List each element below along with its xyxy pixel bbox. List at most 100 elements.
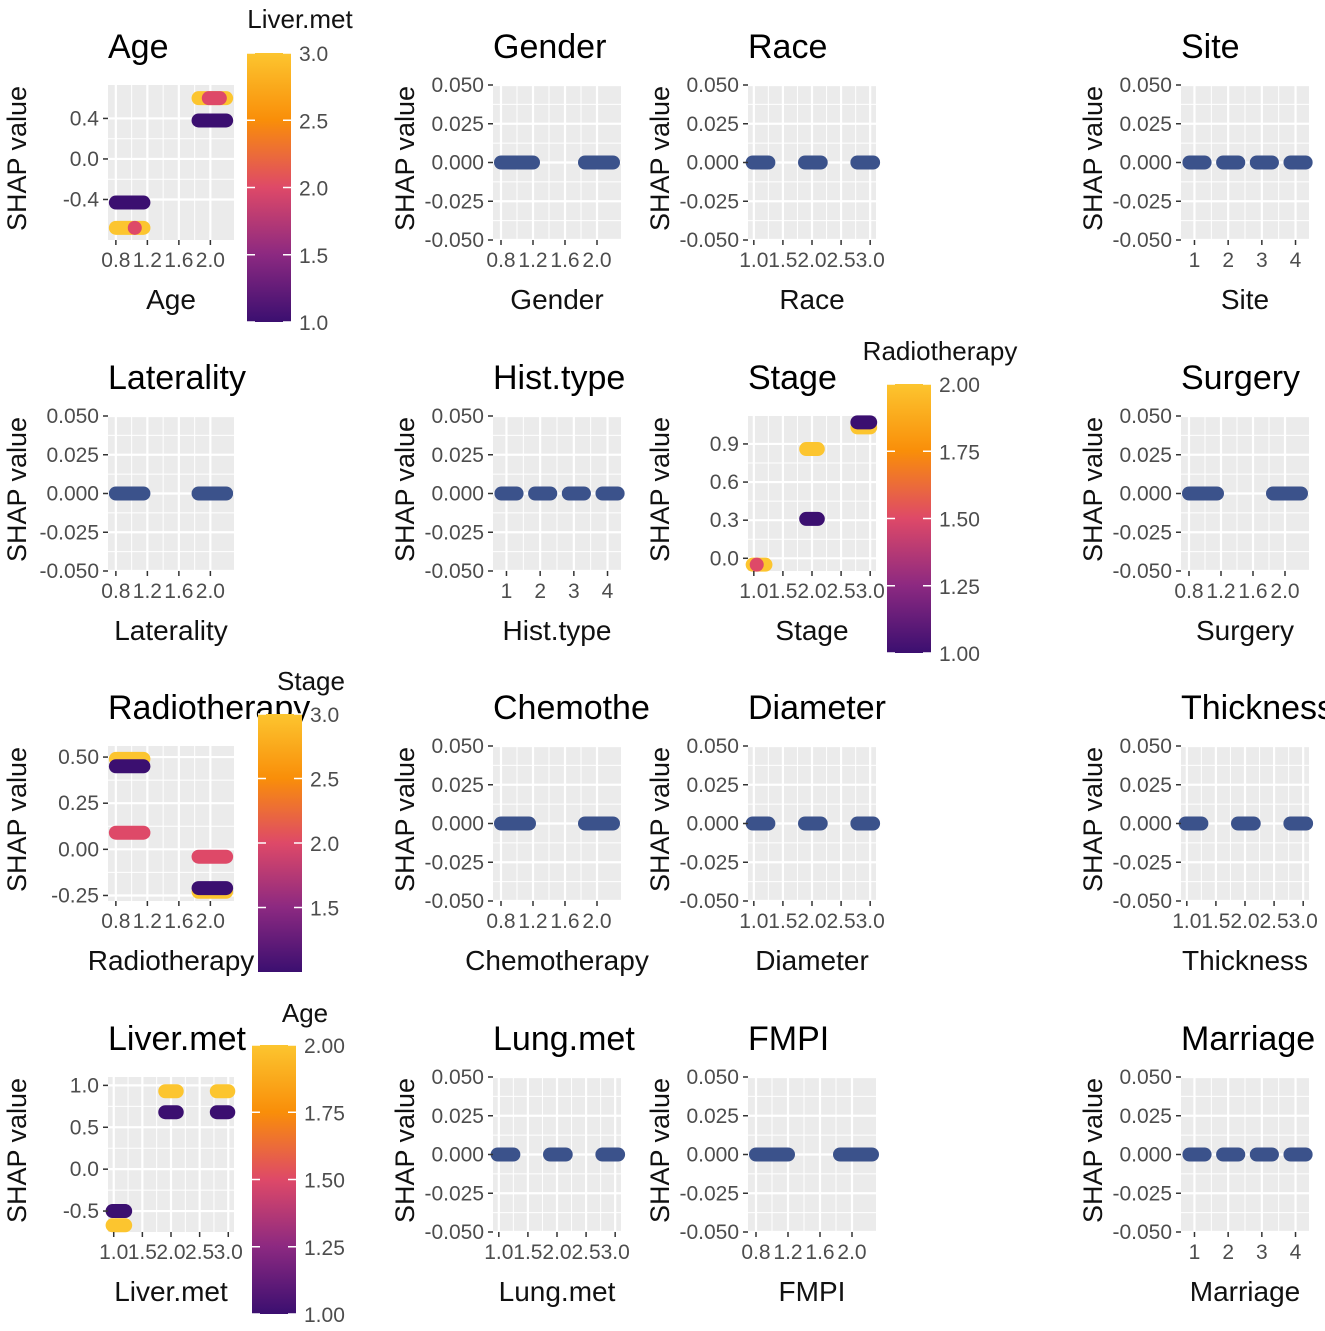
y-axis-title: SHAP value <box>645 747 675 892</box>
x-tick-label: 0.8 <box>101 249 130 272</box>
y-tick-label: 0.000 <box>431 1144 484 1167</box>
x-tick-label: 4 <box>1290 249 1302 272</box>
x-tick-label: 2.0 <box>1270 580 1299 603</box>
x-tick-label: 0.8 <box>101 910 130 933</box>
x-tick-label: 3.0 <box>856 910 885 933</box>
x-axis-title: Stage <box>775 615 848 646</box>
panel-title: Marriage <box>1181 1020 1315 1058</box>
x-tick-label: 2.5 <box>826 910 855 933</box>
y-tick-label: 0.0 <box>710 547 739 570</box>
legend-tick-label: 2.0 <box>299 178 328 201</box>
x-tick-label: 1.2 <box>518 910 547 933</box>
x-tick-label: 2.0 <box>797 910 826 933</box>
x-tick-label: 1 <box>1189 249 1201 272</box>
legend-tick-label: 2.00 <box>939 374 980 397</box>
x-tick-label: 2.0 <box>797 249 826 272</box>
x-tick-label: 2.0 <box>582 249 611 272</box>
x-tick-label: 2.5 <box>185 1241 214 1264</box>
y-tick-label: 0.5 <box>70 1116 99 1139</box>
y-tick-label: 0.050 <box>431 735 484 758</box>
x-axis-title: Surgery <box>1196 615 1294 646</box>
y-tick-label: 0.0 <box>70 1158 99 1181</box>
y-tick-label: -0.025 <box>679 851 739 874</box>
y-axis-title: SHAP value <box>1078 417 1108 562</box>
legend-tick-label: 1.00 <box>304 1304 345 1327</box>
x-tick-label: 4 <box>602 580 614 603</box>
panel-title: Thickness <box>1181 689 1325 727</box>
panel-gender: 0.8 1.2 1.6 2.0 0.050 0.025 0.000 -0.025 -0.050 G… <box>390 28 621 315</box>
legend-tick-label: 2.00 <box>304 1035 345 1058</box>
y-axis-title: SHAP value <box>2 1078 32 1223</box>
x-tick-label: 2.5 <box>826 249 855 272</box>
x-tick-label: 1.0 <box>484 1241 513 1264</box>
y-axis-title: SHAP value <box>645 1078 675 1223</box>
x-tick-label: 2.0 <box>1230 910 1259 933</box>
x-axis-title: Laterality <box>114 615 228 646</box>
panel-title: Stage <box>748 359 837 397</box>
x-tick-label: 1.0 <box>99 1241 128 1264</box>
y-tick-label: 0.025 <box>1119 113 1172 136</box>
x-tick-label: 0.8 <box>101 580 130 603</box>
legend-tick-label: 1.5 <box>299 245 328 268</box>
y-axis-title: SHAP value <box>2 747 32 892</box>
y-tick-label: 0.000 <box>46 483 99 506</box>
legend-stage: Stage 3.0 2.5 2.0 1.5 <box>258 666 345 972</box>
y-tick-label: 0.050 <box>686 1066 739 1089</box>
x-tick-label: 2.0 <box>196 580 225 603</box>
legend-tick-label: 1.5 <box>310 898 339 921</box>
panel-title: Chemothe <box>493 689 650 727</box>
x-tick-label: 2.5 <box>571 1241 600 1264</box>
legend-tick-label: 2.5 <box>310 769 339 792</box>
y-tick-label: 0.9 <box>710 433 739 456</box>
y-tick-label: -0.025 <box>1112 190 1172 213</box>
y-axis-title: SHAP value <box>645 417 675 562</box>
panel-title: Site <box>1181 28 1240 66</box>
legend-title: Age <box>282 998 328 1028</box>
x-tick-label: 1.6 <box>550 249 579 272</box>
y-tick-label: -0.025 <box>39 521 99 544</box>
x-tick-label: 2.0 <box>156 1241 185 1264</box>
y-tick-label: 0.050 <box>1119 405 1172 428</box>
legend-tick-label: 3.0 <box>310 704 339 727</box>
x-tick-label: 2.0 <box>797 580 826 603</box>
x-tick-label: 1.6 <box>805 1241 834 1264</box>
y-tick-label: -0.050 <box>424 1221 484 1244</box>
x-tick-label: 0.8 <box>1174 580 1203 603</box>
y-axis-title: SHAP value <box>645 86 675 231</box>
y-tick-label: -0.050 <box>424 560 484 583</box>
x-axis-title: Race <box>779 284 844 315</box>
x-tick-label: 1.6 <box>164 580 193 603</box>
y-tick-label: 0.0 <box>70 148 99 171</box>
legend-liver-met: Liver.met 3.0 2.5 2.0 1.5 1.0 <box>247 4 354 335</box>
panel-marriage: 1 2 3 4 0.050 0.025 0.000 -0.025 -0.050 Marriage M… <box>1078 1020 1315 1307</box>
y-tick-label: 0.050 <box>431 74 484 97</box>
panel-radiotherapy: 0.8 1.2 1.6 2.00.500.250.00-0.25Radiotherap… <box>2 666 345 976</box>
y-tick-label: 0.50 <box>58 746 99 769</box>
y-tick-label: 0.000 <box>686 152 739 175</box>
x-tick-label: 1.2 <box>133 580 162 603</box>
y-tick-label: -0.050 <box>1112 1221 1172 1244</box>
x-tick-label: 2.0 <box>196 249 225 272</box>
panel-title: Hist.type <box>493 359 625 397</box>
x-tick-label: 2 <box>1222 249 1234 272</box>
x-tick-label: 2 <box>1222 1241 1234 1264</box>
x-tick-label: 1.6 <box>164 910 193 933</box>
x-axis-title: Radiotherapy <box>88 945 255 976</box>
x-axis-title: Gender <box>510 284 603 315</box>
y-tick-label: 0.025 <box>686 774 739 797</box>
legend-age: Age 2.00 1.75 1.50 1.25 1.00 <box>252 998 345 1327</box>
panel-title: Liver.met <box>108 1020 246 1058</box>
y-tick-label: 0.00 <box>58 838 99 861</box>
y-tick-label: 0.25 <box>58 792 99 815</box>
y-tick-label: -0.025 <box>424 1182 484 1205</box>
panel-stage: 1.0 1.5 2.0 2.5 3.0 0.9 0.6 0.3 0.0 Stage Stage SHA… <box>645 336 1017 666</box>
x-tick-label: 1.0 <box>739 910 768 933</box>
y-tick-label: 0.6 <box>710 471 739 494</box>
x-tick-label: 1.2 <box>133 910 162 933</box>
data-point <box>749 557 764 572</box>
y-axis-title: SHAP value <box>1078 86 1108 231</box>
x-tick-label: 1.2 <box>518 249 547 272</box>
x-axis-title: Chemotherapy <box>465 945 649 976</box>
